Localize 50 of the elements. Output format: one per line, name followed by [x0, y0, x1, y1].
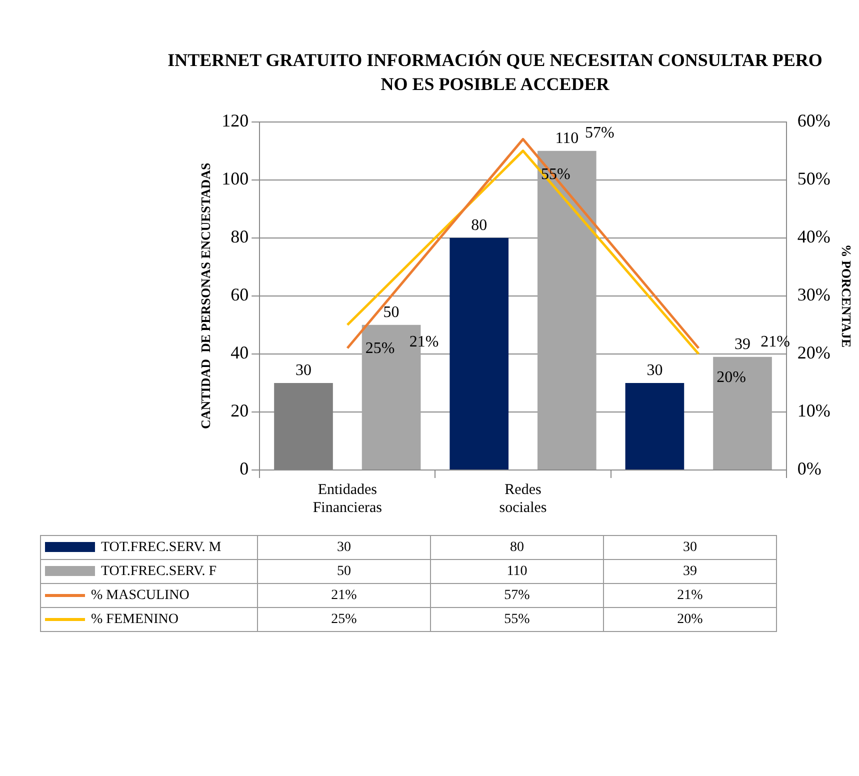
y-tick-label: 80 — [230, 226, 249, 247]
data-label: 80 — [430, 536, 604, 560]
x-tick-label: Redes sociales — [499, 482, 547, 516]
data-label: 50 — [258, 560, 430, 584]
y-tick-label: 60 — [230, 284, 249, 305]
bar — [625, 382, 684, 470]
legend-label: TOT.FREC.SERV. F — [40, 560, 258, 584]
data-label: 21% — [604, 584, 776, 608]
data-label: 21% — [258, 584, 430, 608]
data-label: 30 — [258, 536, 430, 560]
text: 39 — [734, 336, 751, 354]
data-label: 57% — [430, 584, 604, 608]
y-axis-title: CANTIDAD DE PERSONAS ENCUESTADAS — [198, 162, 214, 430]
text: 21% — [760, 333, 790, 350]
y-tick-label: 20 — [230, 400, 249, 421]
text: 30 — [296, 362, 312, 380]
y2-tick-label: 20% — [797, 342, 830, 363]
text: 80 — [471, 217, 488, 234]
data-label: 110 — [430, 560, 604, 584]
text: 25% — [365, 340, 395, 358]
y2-tick-label: 10% — [797, 400, 830, 421]
y2-axis-title: % PORCENTAJE — [838, 244, 854, 348]
bar — [537, 150, 596, 470]
text: 30 — [646, 362, 663, 380]
data-label: 20% — [604, 608, 776, 632]
data-label: 39 — [604, 560, 776, 584]
legend-label: TOT.FREC.SERV. M — [40, 536, 258, 560]
y-tick-label: 40 — [230, 342, 249, 363]
bar — [450, 238, 509, 470]
y-tick-label: 100 — [222, 168, 249, 189]
y2-tick-label: 30% — [797, 284, 830, 305]
legend-label: % FEMENINO — [40, 608, 258, 632]
text: 57% — [585, 124, 614, 142]
bar — [713, 356, 772, 470]
y2-tick-label: 50% — [797, 168, 830, 189]
x-tick-label: Entidades Financieras — [312, 482, 382, 516]
text: 50 — [383, 304, 400, 322]
y-tick-label: 120 — [222, 110, 249, 131]
chart-title: INTERNET GRATUITO INFORMACIÓN QUE NECESITAN CONSULTAR PERO NO ES POSIBLE ACCEDER — [166, 49, 824, 96]
y-tick-label: 0 — [240, 458, 249, 479]
data-label: 25% — [258, 608, 430, 632]
data-label: 55% — [430, 608, 604, 632]
y2-tick-label: 40% — [797, 226, 830, 247]
data-label: 30 — [604, 536, 776, 560]
y2-tick-label: 0% — [797, 458, 822, 479]
text: 20% — [716, 369, 746, 386]
text: 21% — [409, 333, 439, 350]
y2-tick-label: 60% — [797, 110, 830, 131]
legend-label: % MASCULINO — [40, 584, 258, 608]
text: 110 — [555, 130, 579, 148]
